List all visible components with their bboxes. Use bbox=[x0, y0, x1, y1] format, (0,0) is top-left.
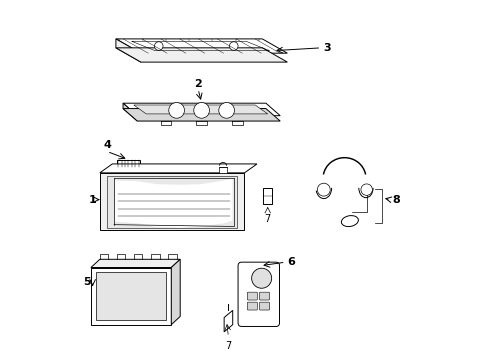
Text: 7: 7 bbox=[225, 342, 231, 351]
FancyBboxPatch shape bbox=[247, 302, 257, 310]
Polygon shape bbox=[107, 176, 237, 228]
FancyBboxPatch shape bbox=[259, 292, 269, 300]
Polygon shape bbox=[134, 105, 267, 114]
Circle shape bbox=[168, 103, 184, 118]
Text: 1: 1 bbox=[88, 195, 96, 204]
Text: 3: 3 bbox=[323, 43, 330, 53]
Circle shape bbox=[218, 103, 234, 118]
Text: 4: 4 bbox=[103, 140, 111, 150]
Polygon shape bbox=[91, 267, 171, 325]
FancyBboxPatch shape bbox=[259, 302, 269, 310]
FancyBboxPatch shape bbox=[238, 262, 279, 327]
Polygon shape bbox=[171, 259, 180, 325]
Polygon shape bbox=[224, 310, 232, 332]
Bar bbox=[263, 188, 271, 204]
Text: 6: 6 bbox=[287, 257, 295, 267]
Text: 8: 8 bbox=[392, 195, 400, 204]
Ellipse shape bbox=[341, 216, 358, 226]
FancyBboxPatch shape bbox=[247, 292, 257, 300]
Polygon shape bbox=[116, 39, 141, 62]
Text: 7: 7 bbox=[264, 214, 270, 224]
Polygon shape bbox=[91, 259, 180, 267]
Circle shape bbox=[317, 183, 329, 196]
Polygon shape bbox=[100, 164, 257, 173]
Polygon shape bbox=[116, 39, 287, 53]
Text: 2: 2 bbox=[194, 79, 202, 89]
Circle shape bbox=[193, 103, 209, 118]
Circle shape bbox=[251, 268, 271, 288]
Bar bbox=[117, 160, 140, 167]
Polygon shape bbox=[123, 103, 137, 121]
Bar bbox=[96, 272, 165, 320]
Text: 5: 5 bbox=[83, 277, 91, 287]
Polygon shape bbox=[123, 103, 280, 116]
Bar bbox=[218, 167, 227, 173]
Circle shape bbox=[229, 42, 238, 50]
Polygon shape bbox=[123, 109, 280, 121]
Polygon shape bbox=[100, 173, 244, 230]
Circle shape bbox=[154, 42, 163, 50]
Polygon shape bbox=[116, 48, 287, 62]
Circle shape bbox=[360, 184, 372, 195]
